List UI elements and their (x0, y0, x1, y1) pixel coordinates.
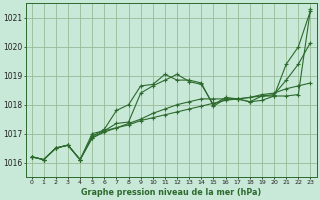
X-axis label: Graphe pression niveau de la mer (hPa): Graphe pression niveau de la mer (hPa) (81, 188, 261, 197)
